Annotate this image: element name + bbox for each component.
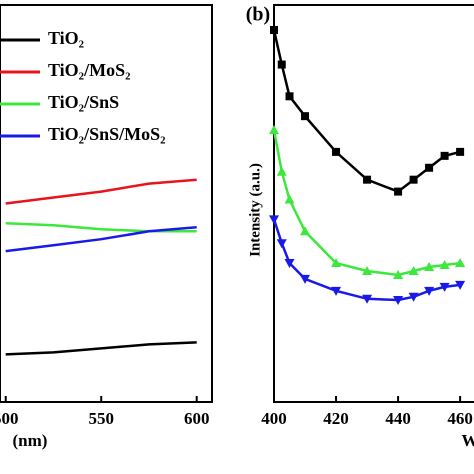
panel-label: (b) bbox=[246, 4, 270, 26]
marker bbox=[393, 295, 404, 305]
marker bbox=[300, 226, 311, 236]
marker bbox=[409, 175, 418, 184]
marker bbox=[331, 286, 342, 296]
marker bbox=[301, 112, 310, 121]
plot-frame bbox=[273, 4, 474, 403]
marker bbox=[425, 163, 434, 172]
legend-label: TiO₂/SnS bbox=[48, 92, 119, 112]
marker bbox=[284, 194, 295, 204]
marker bbox=[269, 125, 279, 135]
marker bbox=[408, 292, 419, 302]
marker bbox=[269, 215, 279, 225]
marker bbox=[277, 60, 286, 69]
marker bbox=[276, 166, 287, 176]
legend-label: TiO₂/MoS₂ bbox=[48, 60, 130, 80]
marker bbox=[270, 26, 278, 35]
marker bbox=[424, 262, 435, 272]
series-line bbox=[272, 129, 461, 277]
marker bbox=[276, 239, 287, 249]
marker bbox=[394, 187, 403, 196]
x-tick-label: 440 bbox=[385, 409, 411, 428]
marker bbox=[331, 258, 342, 268]
marker bbox=[456, 147, 465, 156]
x-tick-label: 460 bbox=[447, 409, 473, 428]
marker bbox=[439, 260, 450, 270]
series-line bbox=[5, 226, 197, 253]
series-line bbox=[5, 341, 197, 356]
marker bbox=[439, 282, 450, 292]
marker bbox=[455, 258, 466, 268]
x-tick-label: 420 bbox=[323, 409, 349, 428]
marker bbox=[284, 259, 295, 269]
marker bbox=[332, 147, 341, 156]
x-tick-label: 600 bbox=[184, 409, 210, 428]
marker bbox=[362, 294, 373, 304]
x-tick-label: 550 bbox=[88, 409, 114, 428]
marker bbox=[285, 92, 294, 101]
marker bbox=[440, 151, 449, 160]
marker bbox=[424, 286, 435, 296]
x-axis-label: W bbox=[462, 431, 474, 450]
marker bbox=[393, 269, 404, 279]
y-axis-label: Intensity (a.u.) bbox=[247, 163, 263, 257]
series-line bbox=[5, 222, 197, 233]
x-axis-label: (nm) bbox=[13, 431, 48, 450]
marker bbox=[455, 280, 466, 290]
plot-frame bbox=[0, 4, 213, 403]
x-tick-label: 400 bbox=[261, 409, 287, 428]
legend-label: TiO₂ bbox=[48, 28, 84, 48]
marker bbox=[362, 265, 373, 275]
legend-label: TiO₂/SnS/MoS₂ bbox=[48, 124, 166, 144]
marker bbox=[300, 274, 311, 284]
marker bbox=[408, 265, 419, 275]
x-tick-label: 500 bbox=[0, 409, 18, 428]
marker bbox=[363, 175, 372, 184]
series-line bbox=[5, 178, 197, 205]
